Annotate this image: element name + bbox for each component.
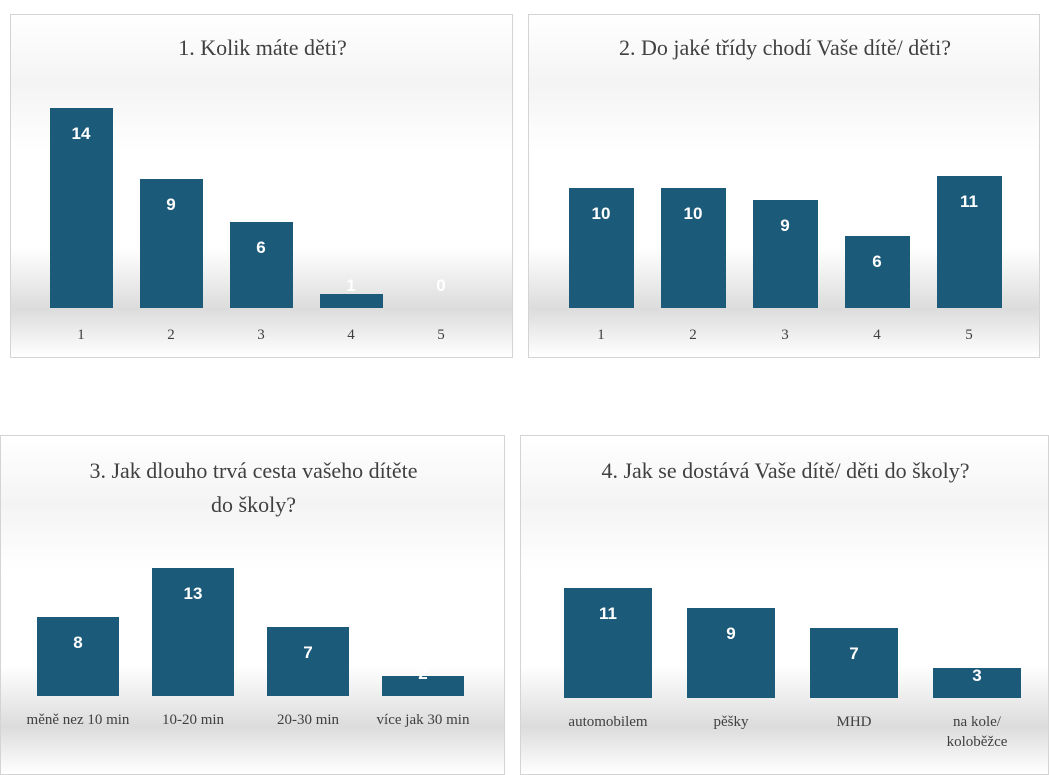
bar: [319, 293, 383, 308]
data-label: 10: [591, 204, 611, 223]
chart-title: 3. Jak dlouho trvá cesta vašeho dítěte d…: [89, 458, 418, 517]
data-label: 6: [872, 252, 882, 271]
x-tick-label: 2: [167, 327, 175, 343]
x-tick-label: 1: [597, 327, 605, 343]
data-label: 13: [183, 583, 203, 603]
x-tick-label: 10-20 min: [161, 712, 225, 728]
data-label: 10: [683, 204, 703, 223]
data-label: 11: [599, 604, 617, 623]
bar: [152, 567, 234, 696]
data-label: 11: [960, 192, 978, 211]
data-label: 8: [73, 633, 83, 653]
bar: [844, 236, 910, 308]
bar: [810, 628, 898, 698]
bar: [933, 668, 1021, 698]
chart-title: 2. Do jaké třídy chodí Vaše dítě/ děti?: [619, 35, 951, 60]
x-tick-label: 5: [965, 327, 973, 343]
bar: [267, 627, 349, 696]
bar: [49, 107, 113, 308]
data-label: 7: [849, 644, 859, 663]
x-tick-label: pěšky: [713, 714, 749, 730]
data-label: 7: [303, 643, 313, 663]
data-label: 1: [346, 276, 356, 295]
data-label: 2: [418, 664, 428, 683]
data-label: 9: [166, 195, 176, 215]
chart-title: 4. Jak se dostává Vaše dítě/ děti do ško…: [601, 458, 970, 483]
data-label: 14: [71, 123, 91, 143]
data-label: 0: [436, 276, 446, 295]
x-tick-label: na kole/ koloběžce: [946, 714, 1008, 750]
x-tick-label: automobilem: [568, 714, 648, 730]
x-tick-label: 20-30 min: [276, 712, 340, 728]
chart-title: 1. Kolik máte děti?: [178, 35, 347, 60]
bar: [568, 188, 634, 308]
chart-panel: 3. Jak dlouho trvá cesta vašeho dítěte d…: [0, 435, 505, 775]
bar: [687, 608, 775, 698]
x-tick-label: 4: [347, 327, 355, 343]
data-label: 3: [972, 666, 982, 685]
chart-panel: 4. Jak se dostává Vaše dítě/ děti do ško…: [520, 435, 1049, 775]
x-tick-label: měně nez 10 min: [26, 712, 130, 728]
bar: [564, 588, 652, 698]
bar: [139, 179, 203, 308]
bar: [936, 176, 1002, 308]
data-label: 9: [780, 216, 790, 235]
x-tick-label: MHD: [836, 714, 872, 730]
chart-panel: 2. Do jaké třídy chodí Vaše dítě/ děti? 1…: [528, 14, 1040, 358]
data-label: 9: [726, 624, 736, 643]
x-tick-label: 4: [873, 327, 881, 343]
x-tick-label: více jak 30 min: [376, 712, 470, 728]
bar: [752, 200, 818, 308]
x-tick-label: 3: [257, 327, 265, 343]
x-tick-label: 1: [77, 327, 85, 343]
bar: [382, 676, 464, 696]
bar: [37, 617, 119, 696]
x-tick-label: 2: [689, 327, 697, 343]
bar: [229, 222, 293, 308]
data-label: 6: [256, 238, 266, 258]
bar: [660, 188, 726, 308]
x-tick-label: 3: [781, 327, 789, 343]
chart-panel: 1. Kolik máte děti? 14 1 9 2 6 3 1 4 0 5: [10, 14, 513, 358]
x-tick-label: 5: [437, 327, 445, 343]
